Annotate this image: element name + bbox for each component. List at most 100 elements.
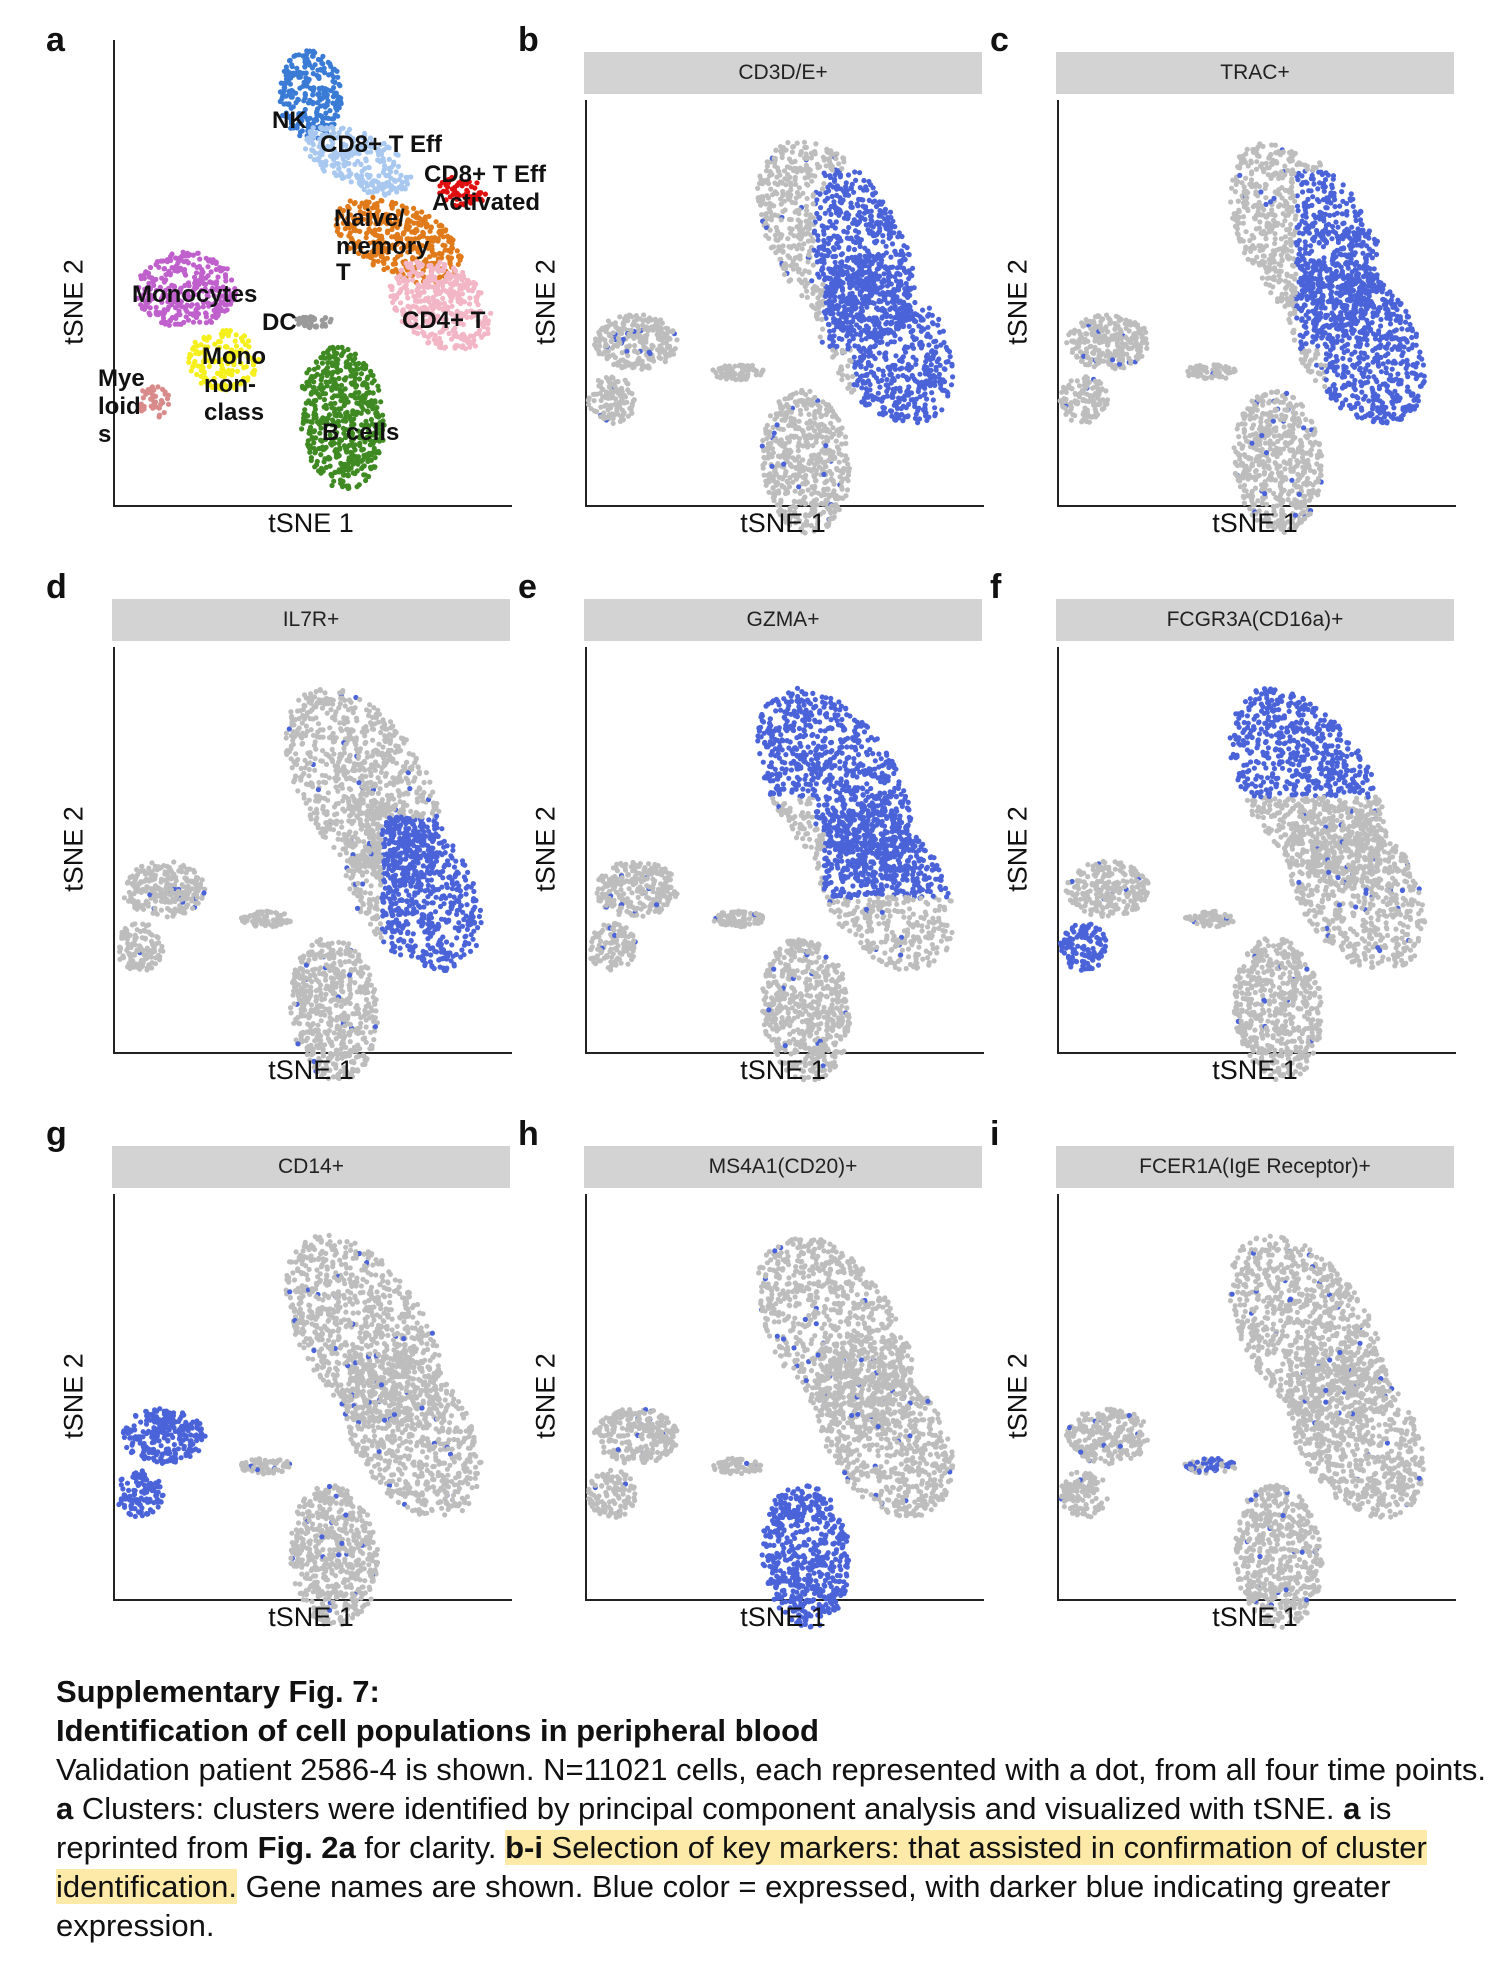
cell-dot <box>464 277 470 283</box>
cell-dot <box>821 239 828 245</box>
cell-dot <box>908 397 914 403</box>
cell-dot <box>879 339 885 345</box>
cell-dot <box>941 366 947 372</box>
cell-dot <box>385 249 391 255</box>
cell-dot <box>814 252 820 258</box>
cell-dot <box>403 210 410 216</box>
cell-dot <box>376 250 382 256</box>
cell-dot <box>419 209 425 215</box>
cell-dot <box>418 251 424 257</box>
cell-dot <box>425 340 431 346</box>
cell-dot <box>764 193 770 199</box>
cell-dot <box>335 74 341 80</box>
cell-dot <box>449 245 456 251</box>
cell-dot <box>217 265 223 271</box>
cell-dot <box>214 346 220 352</box>
cell-dot <box>186 359 192 365</box>
cell-dot <box>810 290 816 296</box>
cell-dot <box>810 192 816 198</box>
cell-dot <box>190 319 197 325</box>
cell-dot <box>783 470 789 476</box>
cell-dot <box>775 182 781 188</box>
cell-dot <box>361 463 367 469</box>
cell-dot <box>863 255 869 261</box>
cell-dot <box>450 318 456 324</box>
cell-dot <box>357 443 363 449</box>
cell-dot <box>866 270 873 276</box>
cell-dot <box>369 380 375 386</box>
cell-dot <box>313 323 319 329</box>
cell-dot <box>759 443 765 449</box>
cell-dot <box>457 286 463 292</box>
cell-dot <box>345 223 351 229</box>
cell-dot <box>860 355 866 361</box>
cell-dot <box>352 355 358 362</box>
cell-dot <box>232 338 238 344</box>
cell-dot <box>371 213 377 219</box>
cell-dot <box>926 342 932 348</box>
cell-dot <box>397 289 403 295</box>
cell-dot <box>405 225 411 231</box>
cell-dot <box>319 113 325 119</box>
cell-dot <box>324 420 330 426</box>
cell-dot <box>308 457 314 464</box>
cell-dot <box>425 334 431 340</box>
cell-dot <box>604 325 610 331</box>
cell-dot <box>299 426 305 432</box>
y-axis-label: tSNE 2 <box>59 259 90 345</box>
cell-dot <box>793 166 799 172</box>
cell-dot <box>141 403 147 410</box>
cell-dot <box>310 141 316 147</box>
cluster-label: Mono <box>202 343 266 370</box>
cell-dot <box>338 406 344 412</box>
cell-dot <box>783 415 789 421</box>
cell-dot <box>166 322 172 328</box>
cell-dot <box>325 348 331 354</box>
cell-dot <box>147 285 153 292</box>
cell-dot <box>345 215 351 221</box>
cell-dot <box>865 359 871 366</box>
cell-dot <box>310 86 317 92</box>
cell-dot <box>345 154 351 161</box>
cell-dot <box>355 175 361 181</box>
cell-dot <box>799 293 805 299</box>
cluster-label: non- <box>204 371 256 398</box>
cell-dot <box>165 401 172 407</box>
cell-dot <box>593 409 600 415</box>
cell-dot <box>340 208 347 214</box>
cell-dot <box>818 205 824 211</box>
cell-dot <box>319 60 325 66</box>
cell-dot <box>334 364 340 370</box>
cell-dot <box>460 193 467 199</box>
cell-dot <box>906 276 912 282</box>
cell-dot <box>393 151 399 157</box>
cell-dot <box>779 149 785 156</box>
cell-dot <box>610 330 616 336</box>
cell-dot <box>648 357 654 363</box>
cell-dot <box>437 183 443 189</box>
cell-dot <box>916 405 922 411</box>
cell-dot <box>384 145 390 151</box>
cell-dot <box>223 387 229 393</box>
cell-dot <box>310 71 316 77</box>
cell-dot <box>749 362 755 369</box>
cell-dot <box>781 168 788 174</box>
cell-dot <box>906 252 912 258</box>
cell-dot <box>343 375 349 381</box>
cell-dot <box>764 177 771 183</box>
cell-dot <box>219 386 225 392</box>
cell-dot <box>889 319 895 325</box>
cell-dot <box>323 379 329 385</box>
cell-dot <box>816 304 822 310</box>
cell-dot <box>186 283 192 289</box>
cell-dot <box>857 243 863 250</box>
cell-dot <box>442 309 448 315</box>
cell-dot <box>896 284 902 290</box>
cell-dot <box>654 347 661 353</box>
cell-dot <box>831 278 837 284</box>
cell-dot <box>199 363 205 369</box>
cell-dot <box>646 349 652 355</box>
cell-dot <box>618 415 625 421</box>
cell-dot <box>351 201 357 207</box>
cell-dot <box>435 264 441 270</box>
